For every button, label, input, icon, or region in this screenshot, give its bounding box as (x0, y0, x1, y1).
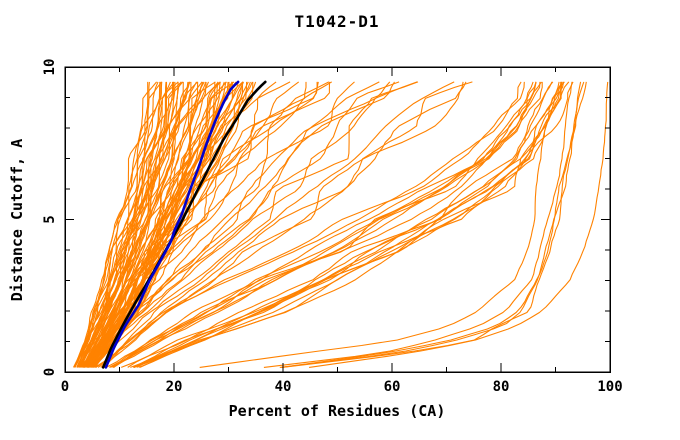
y-tick-label: 0 (42, 368, 58, 376)
x-tick-label: 20 (166, 379, 183, 395)
prediction-curve (113, 81, 537, 368)
prediction-curve (88, 81, 219, 368)
x-tick-label: 60 (384, 379, 401, 395)
prediction-curve (81, 81, 207, 368)
x-axis-label: Percent of Residues (CA) (229, 402, 446, 420)
prediction-curve (82, 81, 307, 368)
prediction-curve (82, 81, 197, 368)
prediction-curve (92, 81, 391, 368)
prediction-curve (76, 81, 182, 368)
prediction-curve (121, 81, 553, 368)
prediction-curve (92, 81, 419, 368)
prediction-curve (90, 81, 355, 368)
prediction-curve (81, 81, 300, 368)
prediction-curve (82, 81, 199, 368)
plot-title: T1042-D1 (294, 12, 379, 31)
x-tick-label: 80 (493, 379, 510, 395)
prediction-curve (263, 81, 573, 368)
prediction-curve (95, 81, 525, 368)
prediction-curve (281, 81, 582, 368)
prediction-curve (79, 81, 184, 368)
y-tick-label: 10 (42, 59, 58, 76)
prediction-curve (110, 81, 537, 368)
prediction-curve (309, 81, 609, 368)
curves-layer (73, 80, 609, 369)
prediction-curve (112, 81, 537, 368)
prediction-curve (100, 81, 455, 368)
prediction-curve (279, 81, 587, 368)
prediction-curve (130, 81, 565, 368)
prediction-curve (74, 81, 158, 368)
prediction-curve (138, 81, 562, 368)
y-axis-label: Distance Cutoff, A (8, 139, 26, 302)
reference-curve-black (101, 80, 267, 369)
prediction-curve (94, 81, 522, 368)
prediction-curve (89, 81, 230, 368)
prediction-curve (73, 81, 163, 368)
prediction-curve (74, 81, 163, 368)
prediction-curve (86, 81, 225, 368)
x-tick-label: 40 (275, 379, 292, 395)
prediction-curve (78, 81, 174, 368)
prediction-curve (83, 81, 330, 368)
prediction-curve (133, 81, 574, 368)
prediction-curve (92, 81, 400, 368)
y-tick-label: 5 (42, 215, 58, 223)
prediction-curve (73, 81, 161, 368)
prediction-curve (79, 81, 176, 368)
prediction-curve (87, 81, 233, 368)
x-tick-label: 100 (597, 379, 622, 395)
prediction-curve (199, 81, 560, 368)
x-tick-label: 0 (61, 379, 69, 395)
reference-curve-blue (104, 80, 240, 369)
prediction-curve (84, 81, 319, 368)
prediction-curve (127, 81, 554, 368)
prediction-curve (113, 81, 541, 368)
ticks-layer: 0 20 40 60 80 100 0 5 10 (42, 59, 623, 395)
prediction-curve (95, 81, 418, 368)
prediction-curve (105, 81, 534, 368)
